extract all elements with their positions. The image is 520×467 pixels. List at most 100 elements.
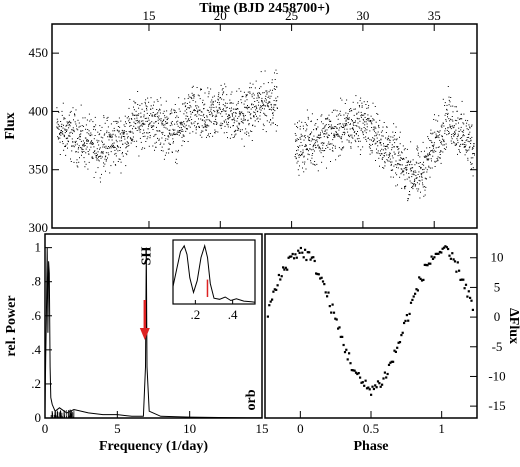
lightcurve-point <box>263 108 265 110</box>
lightcurve-point <box>422 172 424 174</box>
lightcurve-point <box>99 148 100 150</box>
lightcurve-point <box>268 101 270 103</box>
lightcurve-point <box>302 151 304 153</box>
lightcurve-point <box>220 125 222 127</box>
lightcurve-point <box>178 108 180 110</box>
lightcurve-point <box>332 128 334 129</box>
lightcurve-point <box>154 115 156 117</box>
lightcurve-point <box>218 104 220 106</box>
lightcurve-point <box>411 186 413 188</box>
lightcurve-point <box>154 149 155 151</box>
lightcurve-point <box>104 133 106 135</box>
phased-point <box>405 314 408 317</box>
lightcurve-point <box>244 115 246 116</box>
phased-point <box>282 266 285 269</box>
lightcurve-point <box>245 94 247 96</box>
lightcurve-point <box>247 108 249 110</box>
lightcurve-point <box>445 113 447 114</box>
lightcurve-point <box>308 137 310 138</box>
lightcurve-point <box>424 194 426 196</box>
lightcurve-point <box>388 154 390 156</box>
lightcurve-point <box>302 152 304 154</box>
lightcurve-point <box>434 166 436 167</box>
lightcurve-point <box>440 141 442 143</box>
lightcurve-point <box>85 152 87 154</box>
lightcurve-point <box>377 113 379 115</box>
lightcurve-point <box>372 137 374 139</box>
lightcurve-point <box>156 116 158 118</box>
lightcurve-point <box>357 135 359 137</box>
lightcurve-point <box>356 113 358 115</box>
lightcurve-point <box>315 129 317 131</box>
lightcurve-point <box>271 109 272 111</box>
lightcurve-point <box>423 161 424 163</box>
lightcurve-point <box>252 124 254 126</box>
lightcurve-point <box>168 136 170 138</box>
lightcurve-point <box>248 106 249 108</box>
lightcurve-point <box>158 115 160 117</box>
lightcurve-point <box>318 146 320 148</box>
lightcurve-point <box>102 146 104 148</box>
lightcurve-point <box>137 91 139 92</box>
lightcurve-point <box>177 133 178 135</box>
lightcurve-point <box>100 136 102 138</box>
lightcurve-point <box>160 104 162 106</box>
lightcurve-point <box>367 114 369 116</box>
lightcurve-point <box>303 128 304 130</box>
lightcurve-point <box>255 109 257 111</box>
lightcurve-point <box>182 122 184 124</box>
lightcurve-point <box>203 108 205 110</box>
lightcurve-point <box>350 123 351 125</box>
lightcurve-point <box>236 104 238 106</box>
lightcurve-point <box>274 104 276 106</box>
lightcurve-point <box>317 126 319 128</box>
lightcurve-point <box>251 103 253 105</box>
lightcurve-point <box>384 155 385 157</box>
lightcurve-point <box>108 139 110 141</box>
phased-point <box>375 386 378 389</box>
lightcurve-point <box>205 126 207 128</box>
lightcurve-point <box>342 123 344 125</box>
lightcurve-point <box>311 131 313 133</box>
phased-point <box>276 284 279 287</box>
lightcurve-point <box>416 182 418 184</box>
lightcurve-point <box>196 87 198 88</box>
lightcurve-point <box>241 121 243 123</box>
inset-frame <box>172 239 256 305</box>
lightcurve-point <box>401 152 403 154</box>
lightcurve-point <box>462 131 464 133</box>
lightcurve-point <box>433 142 435 144</box>
lightcurve-point <box>473 153 475 154</box>
lightcurve-point <box>207 96 209 98</box>
lightcurve-point <box>460 143 462 145</box>
lightcurve-point <box>162 133 164 135</box>
lightcurve-point <box>470 163 472 165</box>
lightcurve-point <box>305 130 307 132</box>
lightcurve-point <box>311 154 313 156</box>
lightcurve-point <box>115 139 117 141</box>
lightcurve-point <box>245 119 246 121</box>
lightcurve-point <box>370 120 371 121</box>
lightcurve-point <box>124 115 126 117</box>
lightcurve-point <box>349 136 351 138</box>
lightcurve-point <box>259 115 261 117</box>
lightcurve-point <box>349 124 351 125</box>
lightcurve-point <box>373 128 375 130</box>
lightcurve-point <box>334 126 336 128</box>
phased-point <box>374 384 377 387</box>
lightcurve-point <box>358 111 360 113</box>
lightcurve-point <box>226 123 228 125</box>
lightcurve-point <box>231 114 233 116</box>
lightcurve-point <box>376 148 377 150</box>
lightcurve-point <box>382 135 384 137</box>
phased-point <box>448 254 451 257</box>
lightcurve-point <box>230 110 232 112</box>
lightcurve-point <box>417 152 419 154</box>
lightcurve-point <box>125 147 127 149</box>
lightcurve-point <box>459 150 460 152</box>
lightcurve-point <box>438 146 440 148</box>
lightcurve-point <box>190 97 192 99</box>
lightcurve-point <box>63 134 65 136</box>
lightcurve-point <box>309 148 311 150</box>
lightcurve-point <box>103 162 104 164</box>
